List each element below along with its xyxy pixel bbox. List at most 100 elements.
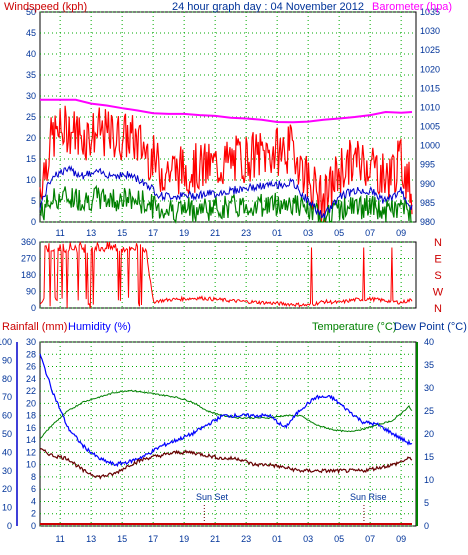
- rainfall-y-tick: 70: [2, 392, 12, 402]
- temperature-y-tick: 25: [424, 406, 434, 416]
- humidity-y-tick: 2: [31, 509, 36, 519]
- temp-x-tick: 07: [365, 534, 375, 544]
- humidity-y-tick: 22: [26, 386, 36, 396]
- wind-y-tick: 25: [26, 112, 36, 122]
- rainfall-y-tick: 30: [2, 466, 12, 476]
- rainfall-y-tick: 10: [2, 503, 12, 513]
- rainfall-y-tick: 20: [2, 484, 12, 494]
- wind-x-tick: 05: [334, 228, 344, 238]
- rainfall-label: Rainfall (mm): [2, 321, 67, 333]
- barometer-y-tick: 1015: [420, 83, 440, 93]
- humidity-y-tick: 4: [31, 496, 36, 506]
- humidity-y-tick: 26: [26, 362, 36, 372]
- temperature-y-tick: 35: [424, 360, 434, 370]
- wind-x-tick: 21: [210, 228, 220, 238]
- temp-x-tick: 03: [303, 534, 313, 544]
- wind-y-tick: 35: [26, 70, 36, 80]
- humidity-y-tick: 0: [31, 521, 36, 531]
- temp-x-tick: 11: [55, 534, 64, 544]
- wind-average-line: [39, 165, 413, 219]
- humidity-y-tick: 12: [26, 447, 36, 457]
- windspeed-label: Windspeed (kph): [4, 1, 87, 13]
- barometer-y-tick: 1000: [420, 141, 440, 151]
- chart-title: 24 hour graph day : 04 November 2012: [172, 1, 364, 13]
- wind-x-tick: 23: [241, 228, 251, 238]
- wind-y-tick: 0: [31, 217, 36, 227]
- wind-y-tick: 20: [26, 133, 36, 143]
- humidity-label: Humidity (%): [68, 321, 131, 333]
- direction-y-tick: 360: [21, 237, 36, 247]
- temperature-label: Temperature (°C): [312, 321, 396, 333]
- humidity-y-tick: 24: [26, 374, 36, 384]
- temp-x-tick: 05: [334, 534, 344, 544]
- barometer-label: Barometer (hpa): [372, 1, 452, 13]
- wind-y-tick: 10: [26, 175, 36, 185]
- rainfall-y-tick: 90: [2, 355, 12, 365]
- barometer-y-tick: 980: [420, 217, 435, 227]
- wind-y-tick: 5: [31, 196, 36, 206]
- wind-panel: 0510152025303540455098098599099510001005…: [26, 7, 440, 238]
- temperature-y-tick: 40: [424, 337, 434, 347]
- direction-y-tick: 270: [21, 254, 36, 264]
- windspeed-line: [39, 105, 413, 223]
- humidity-y-tick: 28: [26, 349, 36, 359]
- barometer-y-tick: 1025: [420, 45, 440, 55]
- barometer-y-tick: 990: [420, 179, 435, 189]
- rainfall-y-tick: 80: [2, 374, 12, 384]
- wind-x-tick: 19: [179, 228, 189, 238]
- barometer-y-tick: 1030: [420, 26, 440, 36]
- wind-y-tick: 30: [26, 91, 36, 101]
- compass-label: S: [434, 270, 441, 282]
- wind-x-tick: 09: [396, 228, 406, 238]
- humidity-y-tick: 14: [26, 435, 36, 445]
- wind-low-line: [39, 184, 412, 224]
- direction-y-tick: 90: [26, 287, 36, 297]
- direction-y-tick: 0: [31, 303, 36, 313]
- compass-label: E: [434, 254, 441, 266]
- temperature-y-tick: 10: [424, 475, 434, 485]
- temperature-line: [39, 389, 413, 440]
- compass-label: N: [434, 303, 442, 315]
- wind-x-tick: 01: [272, 228, 282, 238]
- rainfall-y-tick: 40: [2, 447, 12, 457]
- temperature-y-tick: 5: [424, 498, 429, 508]
- barometer-y-tick: 1020: [420, 64, 440, 74]
- humidity-y-tick: 20: [26, 398, 36, 408]
- temp-x-tick: 21: [210, 534, 220, 544]
- direction-line: [39, 240, 413, 309]
- temperature-panel: 0246810121416182022242628300102030405060…: [0, 337, 434, 544]
- compass-label: N: [434, 237, 442, 249]
- wind-y-tick: 15: [26, 154, 36, 164]
- temp-x-tick: 13: [86, 534, 96, 544]
- barometer-line: [40, 98, 413, 124]
- sunset-label: Sun Set: [196, 492, 229, 502]
- humidity-y-tick: 8: [31, 472, 36, 482]
- barometer-y-tick: 1035: [420, 7, 440, 17]
- wind-y-tick: 50: [26, 7, 36, 17]
- wind-y-tick: 45: [26, 28, 36, 38]
- direction-y-tick: 180: [21, 270, 36, 280]
- direction-panel: 0 N 90 W 180 S 270 E 360 N: [21, 237, 444, 315]
- temperature-y-tick: 30: [424, 383, 434, 393]
- temp-x-tick: 17: [148, 534, 158, 544]
- barometer-y-tick: 1010: [420, 102, 440, 112]
- wind-y-tick: 40: [26, 49, 36, 59]
- wind-x-tick: 07: [365, 228, 375, 238]
- humidity-y-tick: 6: [31, 484, 36, 494]
- wind-x-tick: 03: [303, 228, 313, 238]
- barometer-y-tick: 985: [420, 198, 435, 208]
- compass-label: W: [433, 287, 444, 299]
- barometer-y-tick: 995: [420, 160, 435, 170]
- temperature-y-tick: 15: [424, 452, 434, 462]
- barometer-y-tick: 1005: [420, 122, 440, 132]
- temp-x-tick: 19: [179, 534, 189, 544]
- rainfall-y-tick: 0: [7, 521, 12, 531]
- sunrise-label: Sun Rise: [350, 492, 387, 502]
- temperature-y-tick: 20: [424, 429, 434, 439]
- temp-x-tick: 15: [117, 534, 127, 544]
- temp-x-tick: 01: [272, 534, 282, 544]
- rainfall-y-tick: 50: [2, 429, 12, 439]
- dewpoint-label: Dew Point (°C): [394, 321, 467, 333]
- humidity-y-tick: 16: [26, 423, 36, 433]
